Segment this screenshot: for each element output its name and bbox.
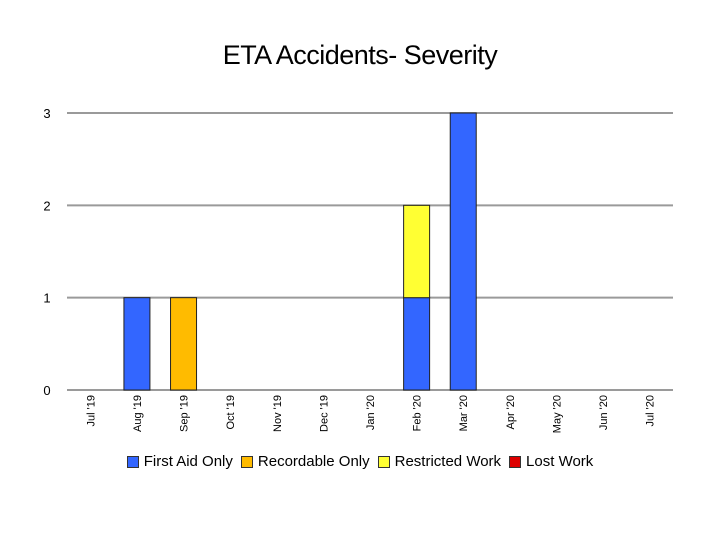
x-tick-label: Aug '19: [132, 395, 144, 432]
legend-item: Restricted Work: [377, 453, 502, 470]
bar-first-aid-only-7: [403, 297, 431, 391]
x-tick-label: Dec '19: [318, 395, 330, 432]
bar-first-aid-only-1: [123, 297, 151, 391]
legend-item: First Aid Only: [126, 453, 233, 470]
legend-item: Recordable Only: [240, 453, 370, 470]
y-tick-label: 3: [43, 106, 50, 121]
chart-title: ETA Accidents- Severity: [222, 40, 498, 70]
legend-label: First Aid Only: [143, 453, 233, 470]
legend-swatch: [377, 455, 390, 468]
y-tick-label: 0: [43, 383, 50, 398]
y-tick-label: 2: [43, 198, 50, 213]
x-tick-label: Jul '19: [85, 395, 97, 426]
bar-first-aid-only-8: [449, 112, 477, 391]
legend-swatch: [509, 455, 522, 468]
x-tick-label: Jan '20: [365, 395, 377, 430]
bar-restricted-work-7: [403, 204, 431, 299]
x-tick-label: Mar '20: [458, 395, 470, 431]
legend-item: Lost Work: [509, 453, 593, 470]
x-tick-label: Jul '20: [645, 395, 657, 426]
legend-swatch: [126, 455, 139, 468]
x-tick-label: Nov '19: [272, 395, 284, 432]
x-tick-label: Apr '20: [505, 395, 517, 430]
legend-swatch: [240, 455, 253, 468]
x-tick-label: Feb '20: [412, 395, 424, 431]
legend-label: Restricted Work: [394, 453, 502, 470]
chart-legend: First Aid Only Recordable Only Restricted …: [0, 453, 720, 470]
x-tick-label: May '20: [551, 395, 563, 433]
bar-recordable-only-2: [170, 297, 198, 391]
x-tick-label: Sep '19: [179, 395, 191, 432]
legend-label: Recordable Only: [257, 453, 370, 470]
x-tick-label: Jun '20: [598, 395, 610, 430]
x-tick-label: Oct '19: [225, 395, 237, 430]
legend-label: Lost Work: [526, 453, 594, 470]
y-tick-label: 1: [43, 291, 50, 306]
